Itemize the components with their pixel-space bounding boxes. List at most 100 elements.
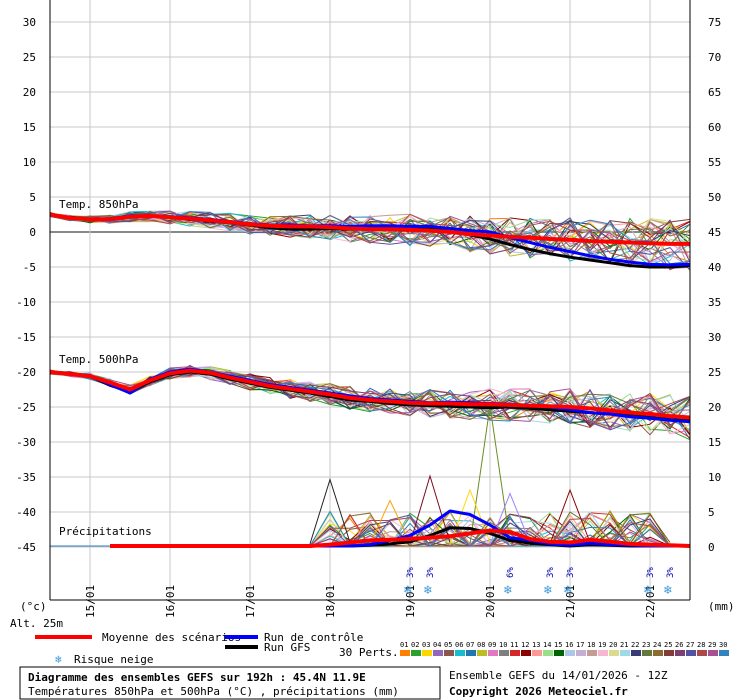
right-tick-label: 25 [708, 366, 721, 379]
legend-control-label: Run de contrôle [264, 631, 363, 644]
member-legend-swatch [455, 650, 465, 656]
member-legend-number: 12 [521, 641, 529, 649]
snow-risk-label: 3% [426, 567, 436, 578]
member-legend: 01 02 03 04 05 06 07 08 09 10 11 12 13 14 15 16 17 18 19 20… [400, 641, 729, 656]
date-tick-label: 20/01 [484, 585, 497, 618]
snow-risk-label: 6% [506, 567, 516, 578]
right-tick-label: 65 [708, 86, 721, 99]
left-tick-label: 10 [23, 156, 36, 169]
member-legend-number: 05 [444, 641, 452, 649]
member-legend-swatch [587, 650, 597, 656]
member-legend-swatch [642, 650, 652, 656]
member-legend-swatch [477, 650, 487, 656]
right-tick-label: 40 [708, 261, 721, 274]
snow-risk-label: 3% [546, 567, 556, 578]
right-tick-label: 75 [708, 16, 721, 29]
member-legend-number: 18 [587, 641, 595, 649]
member-peak-line [369, 499, 411, 545]
snow-risk-label: 3% [666, 567, 676, 578]
member-legend-number: 23 [642, 641, 650, 649]
member-legend-number: 16 [565, 641, 573, 649]
member-legend-number: 29 [708, 641, 716, 649]
member-legend-swatch [620, 650, 630, 656]
left-tick-label: 5 [29, 191, 36, 204]
member-legend-number: 08 [477, 641, 485, 649]
right-tick-label: 10 [708, 471, 721, 484]
member-legend-swatch [609, 650, 619, 656]
right-tick-label: 15 [708, 436, 721, 449]
member-legend-number: 13 [532, 641, 540, 649]
right-tick-label: 0 [708, 541, 715, 554]
snowflake-icon: ❄ [423, 583, 432, 598]
snowflake-icon: ❄ [503, 583, 512, 598]
member-legend-swatch [433, 650, 443, 656]
date-tick-label: 15/01 [84, 585, 97, 618]
snowflake-icon: ❄ [643, 583, 652, 598]
mean-line-t850 [49, 212, 690, 246]
main-series [49, 212, 691, 548]
member-line-t850 [49, 213, 691, 271]
member-legend-swatch [631, 650, 641, 656]
grid [50, 0, 690, 600]
member-legend-swatch [488, 650, 498, 656]
altitude-label: Alt. 25m [10, 617, 63, 630]
legend-snowflake-icon: ❄ [55, 653, 62, 666]
run-label: Ensemble GEFS du 14/01/2026 - 12Z [449, 669, 668, 682]
member-legend-swatch [686, 650, 696, 656]
member-legend-swatch [521, 650, 531, 656]
date-tick-label: 21/01 [564, 585, 577, 618]
member-legend-number: 19 [598, 641, 606, 649]
member-legend-swatch [576, 650, 586, 656]
left-tick-label: -15 [16, 331, 36, 344]
member-legend-swatch [411, 650, 421, 656]
section-label-t850: Temp. 850hPa [59, 198, 138, 211]
right-tick-label: 50 [708, 191, 721, 204]
member-legend-number: 09 [488, 641, 496, 649]
snowflake-icon: ❄ [663, 583, 672, 598]
member-legend-number: 15 [554, 641, 562, 649]
member-legend-swatch [466, 650, 476, 656]
member-legend-number: 07 [466, 641, 474, 649]
member-legend-swatch [499, 650, 509, 656]
member-legend-number: 01 [400, 641, 408, 649]
member-legend-swatch [719, 650, 729, 656]
snow-risk-label: 3% [406, 567, 416, 578]
snow-risk-label: 3% [646, 567, 656, 578]
left-tick-label: -25 [16, 401, 36, 414]
date-tick-label: 16/01 [164, 585, 177, 618]
left-tick-label: 0 [29, 226, 36, 239]
date-tick-label: 18/01 [324, 585, 337, 618]
member-legend-swatch [598, 650, 608, 656]
member-legend-number: 20 [609, 641, 617, 649]
member-legend-number: 30 [719, 641, 727, 649]
member-peak-line [309, 477, 351, 545]
snowflake-icon: ❄ [543, 583, 552, 598]
member-legend-swatch [532, 650, 542, 656]
copyright-label: Copyright 2026 Meteociel.fr [449, 685, 628, 698]
member-peak-line [449, 488, 491, 545]
member-legend-number: 21 [620, 641, 628, 649]
right-tick-label: 55 [708, 156, 721, 169]
mean-line-t500 [49, 368, 691, 420]
member-legend-number: 26 [675, 641, 683, 649]
left-tick-label: 15 [23, 121, 36, 134]
left-tick-label: -20 [16, 366, 36, 379]
member-legend-swatch [510, 650, 520, 656]
chart-title: Diagramme des ensembles GEFS sur 192h : … [28, 671, 366, 684]
snow-risk-label: 3% [566, 567, 576, 578]
left-tick-label: -30 [16, 436, 36, 449]
right-axis-unit: (mm) [708, 600, 735, 613]
member-peak-line [489, 492, 531, 545]
right-tick-label: 20 [708, 401, 721, 414]
chart-subtitle: Températures 850hPa et 500hPa (°C) , pré… [28, 685, 399, 698]
title-box [19, 666, 441, 700]
member-legend-swatch [697, 650, 707, 656]
left-tick-label: -40 [16, 506, 36, 519]
member-peak-line [589, 510, 631, 545]
right-tick-label: 30 [708, 331, 721, 344]
mean-line-precip [110, 528, 691, 548]
snowflake-icon: ❄ [563, 583, 572, 598]
member-legend-number: 22 [631, 641, 639, 649]
member-legend-number: 14 [543, 641, 551, 649]
member-legend-swatch [653, 650, 663, 656]
